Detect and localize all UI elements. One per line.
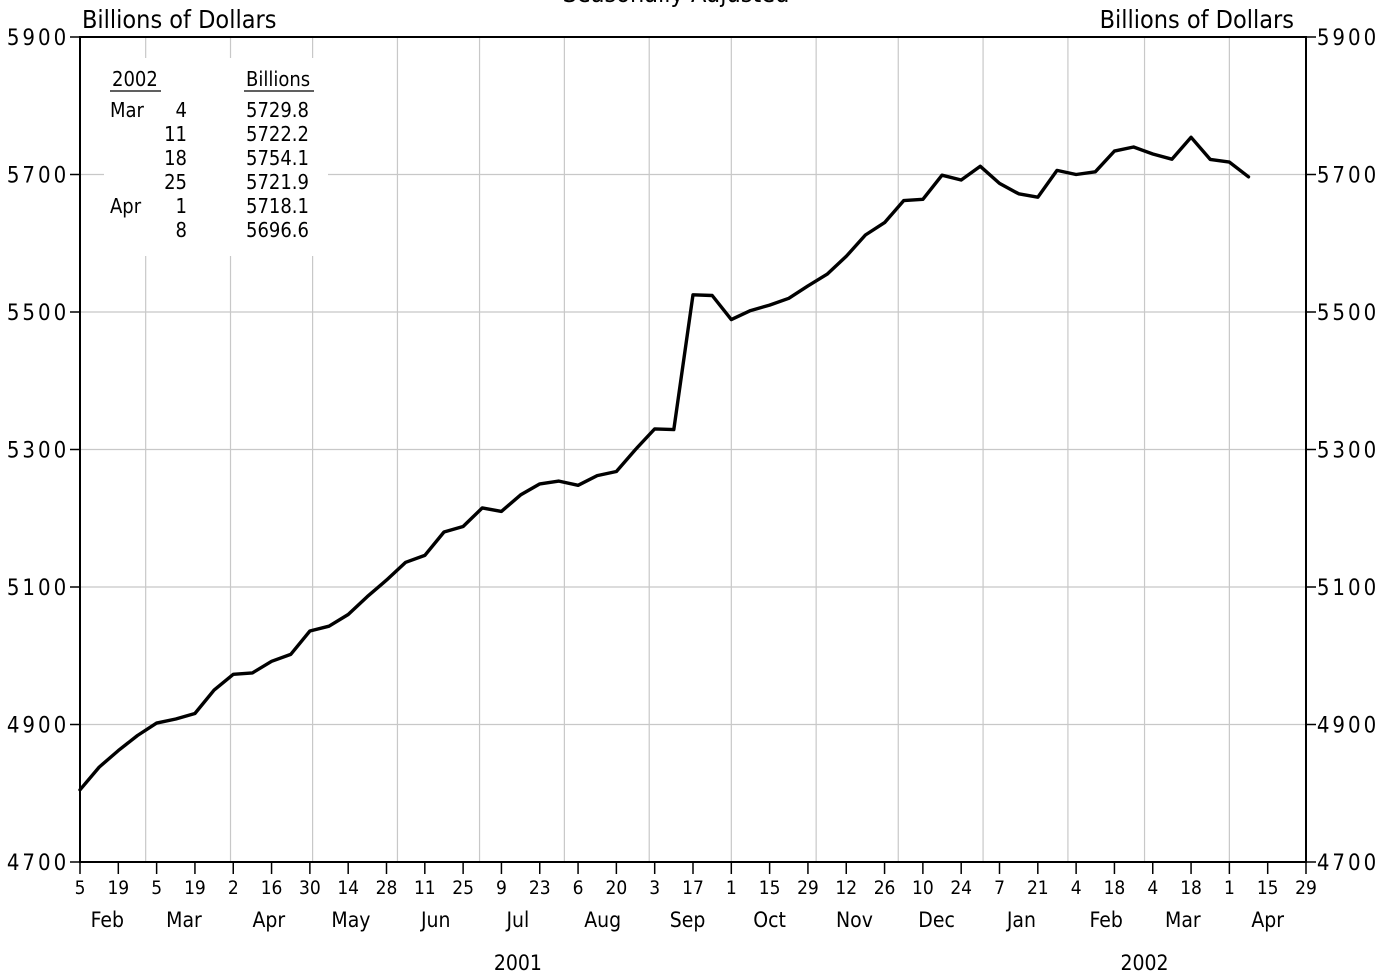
x-month-label: May <box>331 908 370 932</box>
x-tick-label: 2 <box>228 877 239 899</box>
x-tick-label: 6 <box>573 877 584 899</box>
x-tick-label: 4 <box>1071 877 1082 899</box>
x-tick-label: 16 <box>261 877 283 899</box>
inset-row-day: 8 <box>176 218 187 242</box>
inset-row-value: 5722.2 <box>246 122 309 146</box>
y-tick-label-left: 4700 <box>7 851 69 876</box>
inset-header-value: Billions <box>246 67 310 91</box>
x-tick-label: 5 <box>75 877 86 899</box>
x-tick-label: 5 <box>151 877 162 899</box>
x-year-label: 2001 <box>494 951 542 974</box>
x-tick-label: 3 <box>649 877 660 899</box>
x-month-label: Apr <box>252 908 285 932</box>
x-tick-label: 11 <box>414 877 436 899</box>
x-tick-label: 1 <box>1224 877 1235 899</box>
x-year-label: 2002 <box>1121 951 1169 974</box>
x-tick-label: 24 <box>950 877 972 899</box>
x-month-label: Jun <box>420 908 451 932</box>
x-month-label: Aug <box>584 908 621 932</box>
y-tick-label-right: 4900 <box>1317 714 1379 739</box>
x-tick-label: 1 <box>726 877 737 899</box>
series-layer <box>78 135 1251 792</box>
y-tick-label-left: 5700 <box>7 164 69 189</box>
inset-row-day: 11 <box>164 122 187 146</box>
inset-row-day: 18 <box>164 146 187 170</box>
x-tick-label: 15 <box>759 877 781 899</box>
x-month-label: Dec <box>918 908 955 932</box>
y-axis-left-unit: Billions of Dollars <box>82 5 276 34</box>
x-tick-label: 17 <box>682 877 704 899</box>
x-tick-label: 15 <box>1257 877 1279 899</box>
x-month-label: Jul <box>505 908 529 932</box>
series-line <box>78 135 1251 792</box>
x-tick-label: 9 <box>496 877 507 899</box>
y-tick-label-right: 5300 <box>1317 439 1379 464</box>
x-month-label: Oct <box>753 908 786 932</box>
y-tick-label-left: 5900 <box>7 26 69 51</box>
x-tick-label: 28 <box>376 877 398 899</box>
x-tick-label: 19 <box>184 877 206 899</box>
y-tick-label-right: 5900 <box>1317 26 1379 51</box>
x-tick-label: 18 <box>1104 877 1126 899</box>
x-tick-label: 25 <box>452 877 474 899</box>
x-tick-label: 10 <box>912 877 934 899</box>
x-tick-label: 29 <box>797 877 819 899</box>
inset-row-value: 5718.1 <box>246 194 309 218</box>
inset-row-month: Apr <box>110 194 142 218</box>
x-month-label: Jan <box>1006 908 1036 932</box>
x-tick-label: 18 <box>1180 877 1202 899</box>
axes: 4700 4700 4900 4900 5100 5100 5300 5300 5500 5500… <box>7 26 1379 974</box>
x-month-label: Feb <box>91 908 124 932</box>
x-month-label: Mar <box>166 908 202 932</box>
y-tick-label-left: 5100 <box>7 576 69 601</box>
x-tick-label: 14 <box>337 877 359 899</box>
y-tick-label-right: 4700 <box>1317 851 1379 876</box>
x-tick-label: 7 <box>994 877 1005 899</box>
x-tick-label: 12 <box>835 877 857 899</box>
y-tick-label-left: 5300 <box>7 439 69 464</box>
x-month-label: Nov <box>836 908 873 932</box>
inset-header-year: 2002 <box>112 67 158 91</box>
y-axis-right-unit: Billions of Dollars <box>1100 5 1294 34</box>
chart-title: Seasonally Adjusted <box>563 0 790 8</box>
x-tick-label: 21 <box>1027 877 1049 899</box>
inset-row-day: 4 <box>176 98 187 122</box>
y-tick-label-left: 4900 <box>7 714 69 739</box>
x-month-label: Apr <box>1251 908 1284 932</box>
inset-row-day: 25 <box>164 170 187 194</box>
y-tick-label-right: 5500 <box>1317 301 1379 326</box>
inset-row-value: 5721.9 <box>246 170 309 194</box>
x-tick-label: 20 <box>606 877 628 899</box>
inset-row-month: Mar <box>110 98 145 122</box>
x-tick-label: 29 <box>1295 877 1317 899</box>
inset-row-value: 5754.1 <box>246 146 309 170</box>
inset-table: 2002 Billions Mar 4 5729.8 11 5722.2 18 5754.1 25… <box>110 67 314 242</box>
inset-row-value: 5696.6 <box>246 218 309 242</box>
x-tick-label: 23 <box>529 877 551 899</box>
inset-row-day: 1 <box>176 194 187 218</box>
inset-row-value: 5729.8 <box>246 98 309 122</box>
x-tick-label: 30 <box>299 877 321 899</box>
x-tick-label: 26 <box>874 877 896 899</box>
y-tick-label-left: 5500 <box>7 301 69 326</box>
y-tick-label-right: 5700 <box>1317 164 1379 189</box>
x-month-label: Sep <box>670 908 706 932</box>
x-month-label: Mar <box>1165 908 1201 932</box>
x-month-label: Feb <box>1090 908 1123 932</box>
x-tick-label: 4 <box>1147 877 1158 899</box>
y-tick-label-right: 5100 <box>1317 576 1379 601</box>
x-tick-label: 19 <box>107 877 129 899</box>
